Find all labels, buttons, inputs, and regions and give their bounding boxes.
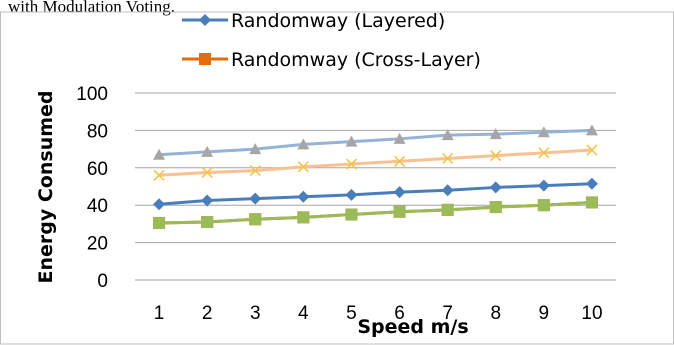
- x-tick-label: 3: [250, 303, 261, 324]
- data-point: [345, 188, 358, 201]
- data-point: [393, 205, 406, 218]
- data-point: [442, 152, 454, 165]
- y-tick-label: 80: [87, 121, 108, 142]
- data-point: [297, 211, 310, 224]
- legend-item: Randomway (Cross-Layer): [182, 49, 481, 71]
- data-point: [345, 135, 358, 147]
- data-series: [153, 124, 598, 229]
- y-tick-label: 0: [97, 271, 108, 292]
- gridlines: [135, 92, 616, 281]
- data-point: [345, 158, 358, 170]
- data-point: [199, 53, 211, 65]
- data-point: [537, 126, 550, 138]
- data-point: [393, 155, 406, 167]
- data-point: [345, 208, 358, 221]
- x-tick-label: 1: [154, 303, 165, 324]
- data-point: [201, 194, 214, 207]
- y-tick-label: 60: [87, 159, 108, 180]
- data-point: [538, 147, 550, 159]
- data-point: [199, 14, 211, 26]
- x-axis-title: Speed m/s: [357, 316, 468, 338]
- data-point: [249, 143, 262, 155]
- data-point: [297, 138, 310, 150]
- x-tick-label: 6: [394, 303, 405, 324]
- legend-item: Randomway (Layered): [182, 10, 445, 32]
- data-point: [441, 203, 454, 216]
- data-point: [585, 177, 598, 190]
- data-point: [201, 216, 214, 229]
- data-point: [393, 186, 406, 199]
- data-point: [297, 161, 309, 173]
- x-tick-labels: 1 2 3 4 5 6 7 8 9 10: [154, 303, 603, 324]
- series-line: [158, 148, 593, 177]
- data-point: [249, 213, 262, 226]
- data-point: [249, 192, 262, 205]
- x-tick-label: 5: [346, 303, 357, 324]
- series-line: [158, 128, 593, 157]
- data-point: [441, 184, 454, 197]
- x-tick-label: 9: [539, 303, 550, 324]
- data-point: [201, 145, 214, 157]
- data-point: [586, 144, 598, 156]
- data-point: [153, 198, 166, 211]
- data-point: [585, 124, 598, 136]
- data-point: [489, 181, 502, 194]
- y-tick-label: 100: [76, 84, 108, 105]
- data-point: [297, 190, 310, 203]
- series-2: [153, 144, 598, 181]
- y-axis-title: Energy Consumed: [35, 90, 57, 283]
- data-point: [153, 169, 165, 181]
- series-line: [158, 182, 593, 206]
- series-3: [153, 177, 598, 211]
- data-point: [489, 128, 502, 140]
- data-point: [489, 201, 502, 214]
- x-tick-label: 10: [581, 303, 602, 324]
- x-tick-label: 7: [442, 303, 453, 324]
- data-point: [153, 216, 166, 229]
- y-tick-label: 40: [87, 196, 108, 217]
- x-tick-label: 2: [202, 303, 213, 324]
- legend-label: Randomway (Cross-Layer): [231, 49, 481, 71]
- legend: Randomway (Layered) Randomway (Cross-Laye…: [182, 10, 481, 71]
- x-tick-label: 8: [490, 303, 501, 324]
- series-1: [153, 124, 598, 160]
- y-tick-labels: 0 20 40 60 80 100: [76, 84, 108, 292]
- data-point: [249, 165, 261, 177]
- data-point: [153, 148, 166, 160]
- legend-label: Randomway (Layered): [231, 10, 445, 32]
- data-point: [585, 196, 598, 209]
- y-tick-label: 20: [87, 234, 108, 255]
- data-point: [441, 129, 454, 141]
- series-5: [153, 196, 598, 229]
- data-point: [490, 150, 502, 162]
- data-point: [393, 132, 406, 144]
- data-point: [537, 179, 550, 192]
- data-point: [537, 199, 550, 212]
- series-line: [159, 200, 593, 225]
- x-tick-label: 4: [298, 303, 309, 324]
- data-point: [201, 166, 213, 179]
